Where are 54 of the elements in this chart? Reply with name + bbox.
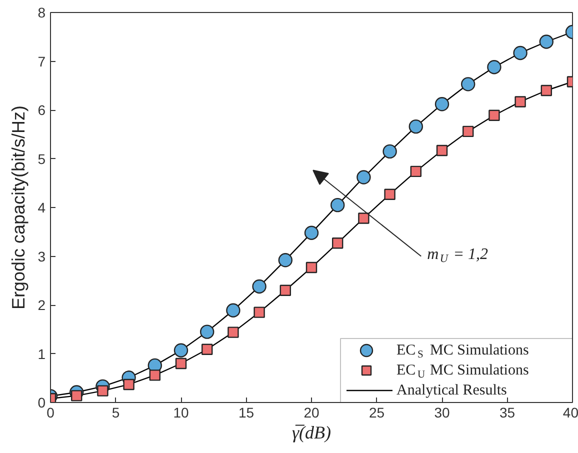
x-axis-title: γ̅(dB) — [292, 422, 332, 442]
point — [408, 119, 423, 134]
point — [71, 390, 82, 402]
point — [175, 358, 187, 370]
point — [488, 110, 500, 121]
point — [97, 385, 108, 396]
x-tick-label: 30 — [434, 404, 450, 420]
x-tick-label: 15 — [238, 404, 254, 420]
point — [228, 326, 239, 338]
point — [384, 188, 396, 200]
point — [226, 303, 240, 318]
point — [358, 212, 370, 224]
point — [149, 370, 160, 381]
y-tick-label: 0 — [38, 394, 46, 410]
y-axis-title: Ergodic capacity(bit/s/Hz) — [8, 105, 29, 310]
y-tick-label: 2 — [38, 297, 46, 313]
x-tick-label: 25 — [368, 404, 385, 420]
y-tick-label: 8 — [38, 4, 46, 20]
point — [202, 344, 213, 355]
point — [330, 198, 345, 212]
x-tick-label: 5 — [112, 404, 120, 420]
point — [306, 262, 318, 274]
y-tick-label: 3 — [38, 248, 46, 264]
point — [462, 126, 474, 138]
point — [487, 60, 502, 74]
point — [280, 284, 291, 296]
x-tick-label: 20 — [304, 404, 320, 420]
point — [540, 84, 552, 96]
point — [356, 170, 371, 184]
point — [461, 77, 476, 92]
point — [252, 279, 266, 294]
point — [254, 306, 265, 318]
point — [382, 144, 397, 159]
point — [514, 96, 526, 108]
point — [304, 226, 319, 240]
point — [123, 378, 134, 390]
y-tick-label: 1 — [38, 346, 46, 362]
x-tick-label: 10 — [173, 404, 189, 420]
x-tick-label: 40 — [562, 404, 578, 420]
point — [539, 34, 554, 49]
point — [436, 144, 448, 156]
point — [174, 343, 188, 358]
x-tick-label: 35 — [499, 404, 516, 420]
y-tick-label: 7 — [38, 53, 46, 70]
point — [513, 46, 528, 60]
y-tick-label: 5 — [38, 150, 46, 167]
point — [200, 324, 214, 339]
point — [434, 97, 450, 112]
point — [332, 237, 344, 249]
y-tick-label: 6 — [38, 102, 46, 118]
y-tick-label: 4 — [38, 200, 46, 216]
point — [278, 253, 292, 268]
point — [410, 166, 422, 178]
legend-label: Analytical Results — [396, 382, 508, 398]
